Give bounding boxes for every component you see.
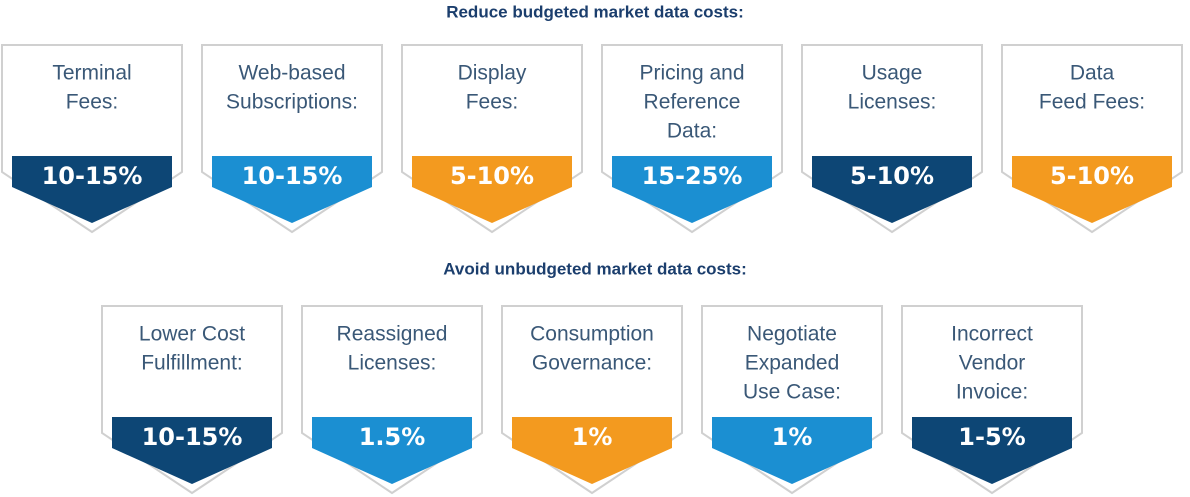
card-value: 5-10% [450, 162, 534, 190]
card-label: Terminal [52, 62, 131, 85]
card-value: 10-15% [242, 162, 343, 190]
card-value: 1% [772, 423, 813, 451]
card: Pricing and Reference Data: 15-25% [601, 44, 783, 234]
value-banner [512, 417, 672, 484]
value-banner [112, 417, 272, 484]
card-label: Fees: [466, 91, 519, 114]
card: Lower Cost Fulfillment: 10-15% [101, 305, 283, 495]
card-label: Incorrect [951, 323, 1033, 346]
card-label: Subscriptions: [226, 91, 358, 114]
card: Consumption Governance: 1% [501, 305, 683, 495]
card: Reassigned Licenses: 1.5% [301, 305, 483, 495]
card-label: Lower Cost [139, 323, 245, 346]
card-value: 1-5% [958, 423, 1025, 451]
card-label: Data: [667, 120, 717, 143]
card-value: 5-10% [850, 162, 934, 190]
card-label: Feed Fees: [1039, 91, 1145, 114]
card-label: Licenses: [348, 352, 437, 375]
card-label: Negotiate [747, 323, 837, 346]
card-label: Fees: [66, 91, 119, 114]
card-label: Reference [644, 91, 741, 114]
value-banner [312, 417, 472, 484]
card-label: Fulfillment: [141, 352, 243, 375]
card: Data Feed Fees: 5-10% [1001, 44, 1183, 234]
card-label: Use Case: [743, 381, 841, 404]
card-label: Expanded [745, 352, 840, 375]
card: Terminal Fees: 10-15% [1, 44, 183, 234]
card-label: Invoice: [956, 381, 1028, 404]
card-label: Data [1070, 62, 1115, 85]
value-banner [912, 417, 1072, 484]
card-label: Usage [862, 62, 923, 85]
value-banner [812, 156, 972, 223]
card-label: Consumption [530, 323, 654, 346]
section-title: Avoid unbudgeted market data costs: [443, 259, 747, 278]
card: Incorrect Vendor Invoice: 1-5% [901, 305, 1083, 495]
section-title: Reduce budgeted market data costs: [446, 2, 744, 21]
value-banner [712, 417, 872, 484]
card-value: 5-10% [1050, 162, 1134, 190]
card-label: Web-based [238, 62, 345, 85]
value-banner [1012, 156, 1172, 223]
card-value: 10-15% [42, 162, 143, 190]
value-banner [12, 156, 172, 223]
card-label: Pricing and [639, 62, 744, 85]
card-value: 1% [572, 423, 613, 451]
card-label: Vendor [959, 352, 1026, 375]
value-banner [412, 156, 572, 223]
card-label: Reassigned [337, 323, 448, 346]
card-label: Licenses: [848, 91, 937, 114]
card: Negotiate Expanded Use Case: 1% [701, 305, 883, 495]
card: Usage Licenses: 5-10% [801, 44, 983, 234]
card-label: Display [458, 62, 527, 85]
value-banner [612, 156, 772, 223]
card-value: 10-15% [142, 423, 243, 451]
card: Display Fees: 5-10% [401, 44, 583, 234]
value-banner [212, 156, 372, 223]
card: Web-based Subscriptions: 10-15% [201, 44, 383, 234]
card-value: 1.5% [359, 423, 426, 451]
card-label: Governance: [532, 352, 652, 375]
card-value: 15-25% [642, 162, 743, 190]
